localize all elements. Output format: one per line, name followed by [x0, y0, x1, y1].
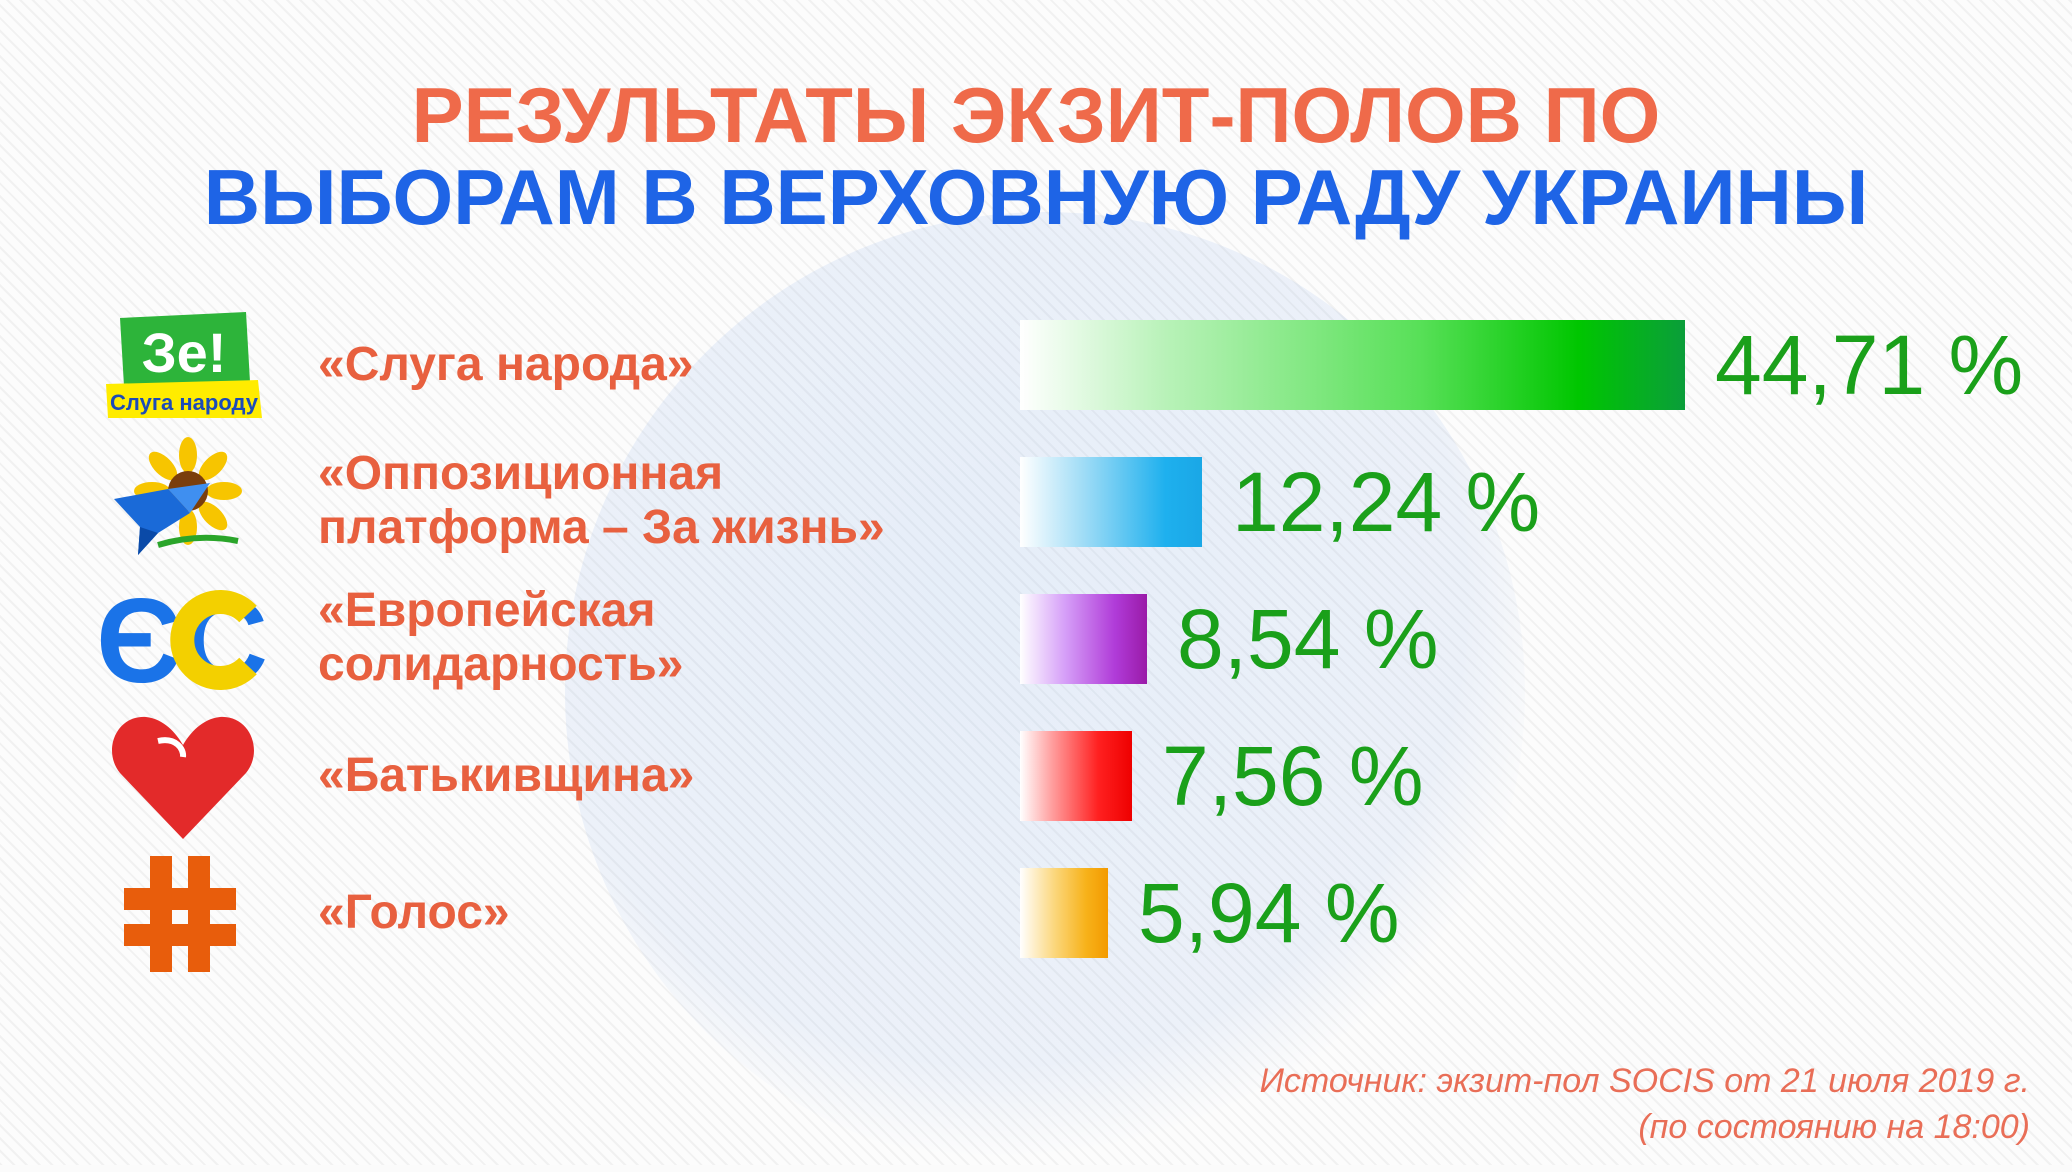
title-line-2: ВЫБОРАМ В ВЕРХОВНУЮ РАДУ УКРАИНЫ — [203, 153, 1869, 241]
chart-row-batkivshchyna: «Батькивщина» 7,56 % — [0, 711, 2072, 841]
sluga-logo-top-text: Зе! — [142, 321, 227, 384]
party-label: «Европейская солидарность» — [318, 584, 684, 691]
party-label: «Слуга народа» — [318, 338, 694, 391]
es-logo: ЄС — [96, 574, 268, 708]
value-label: 7,56 % — [1162, 729, 1424, 823]
source-note: Источник: экзит-пол SOCIS от 21 июля 201… — [1260, 1058, 2030, 1150]
chart-row-european-solidarity: ЄС «Европейская солидарность» 8,54 % — [0, 574, 2072, 708]
value-label: 5,94 % — [1138, 866, 1400, 960]
sluga-logo-bottom-text: Слуга народу — [110, 390, 259, 415]
sluga-naroda-logo: Зе! Слуга народу — [98, 300, 268, 430]
party-label: «Голос» — [318, 886, 510, 939]
bar-european-solidarity — [1020, 594, 1147, 684]
party-label: «Оппозиционная платформа – За жизнь» — [318, 447, 885, 554]
title-line-1: РЕЗУЛЬТАТЫ ЭКЗИТ-ПОЛОВ ПО — [411, 71, 1661, 159]
bar-sluga-naroda — [1020, 320, 1685, 410]
chart-row-holos: «Голос» 5,94 % — [0, 848, 2072, 978]
chart-row-opposition-platform: «Оппозиционная платформа – За жизнь» 12,… — [0, 437, 2072, 567]
value-label: 44,71 % — [1715, 318, 2024, 412]
bar-holos — [1020, 868, 1108, 958]
source-line-2: (по состоянию на 18:00) — [1638, 1108, 2030, 1146]
bar-batkivshchyna — [1020, 731, 1132, 821]
chart-row-sluga-naroda: Зе! Слуга народу «Слуга народа» 44,71 % — [0, 300, 2072, 430]
source-line-1: Источник: экзит-пол SOCIS от 21 июля 201… — [1259, 1062, 2030, 1100]
bar-opposition-platform — [1020, 457, 1202, 547]
party-label: «Батькивщина» — [318, 749, 695, 802]
heart-logo — [98, 711, 268, 841]
sunflower-bird-logo — [98, 437, 268, 567]
value-label: 12,24 % — [1232, 455, 1541, 549]
value-label: 8,54 % — [1177, 592, 1439, 686]
hash-logo — [98, 848, 268, 978]
